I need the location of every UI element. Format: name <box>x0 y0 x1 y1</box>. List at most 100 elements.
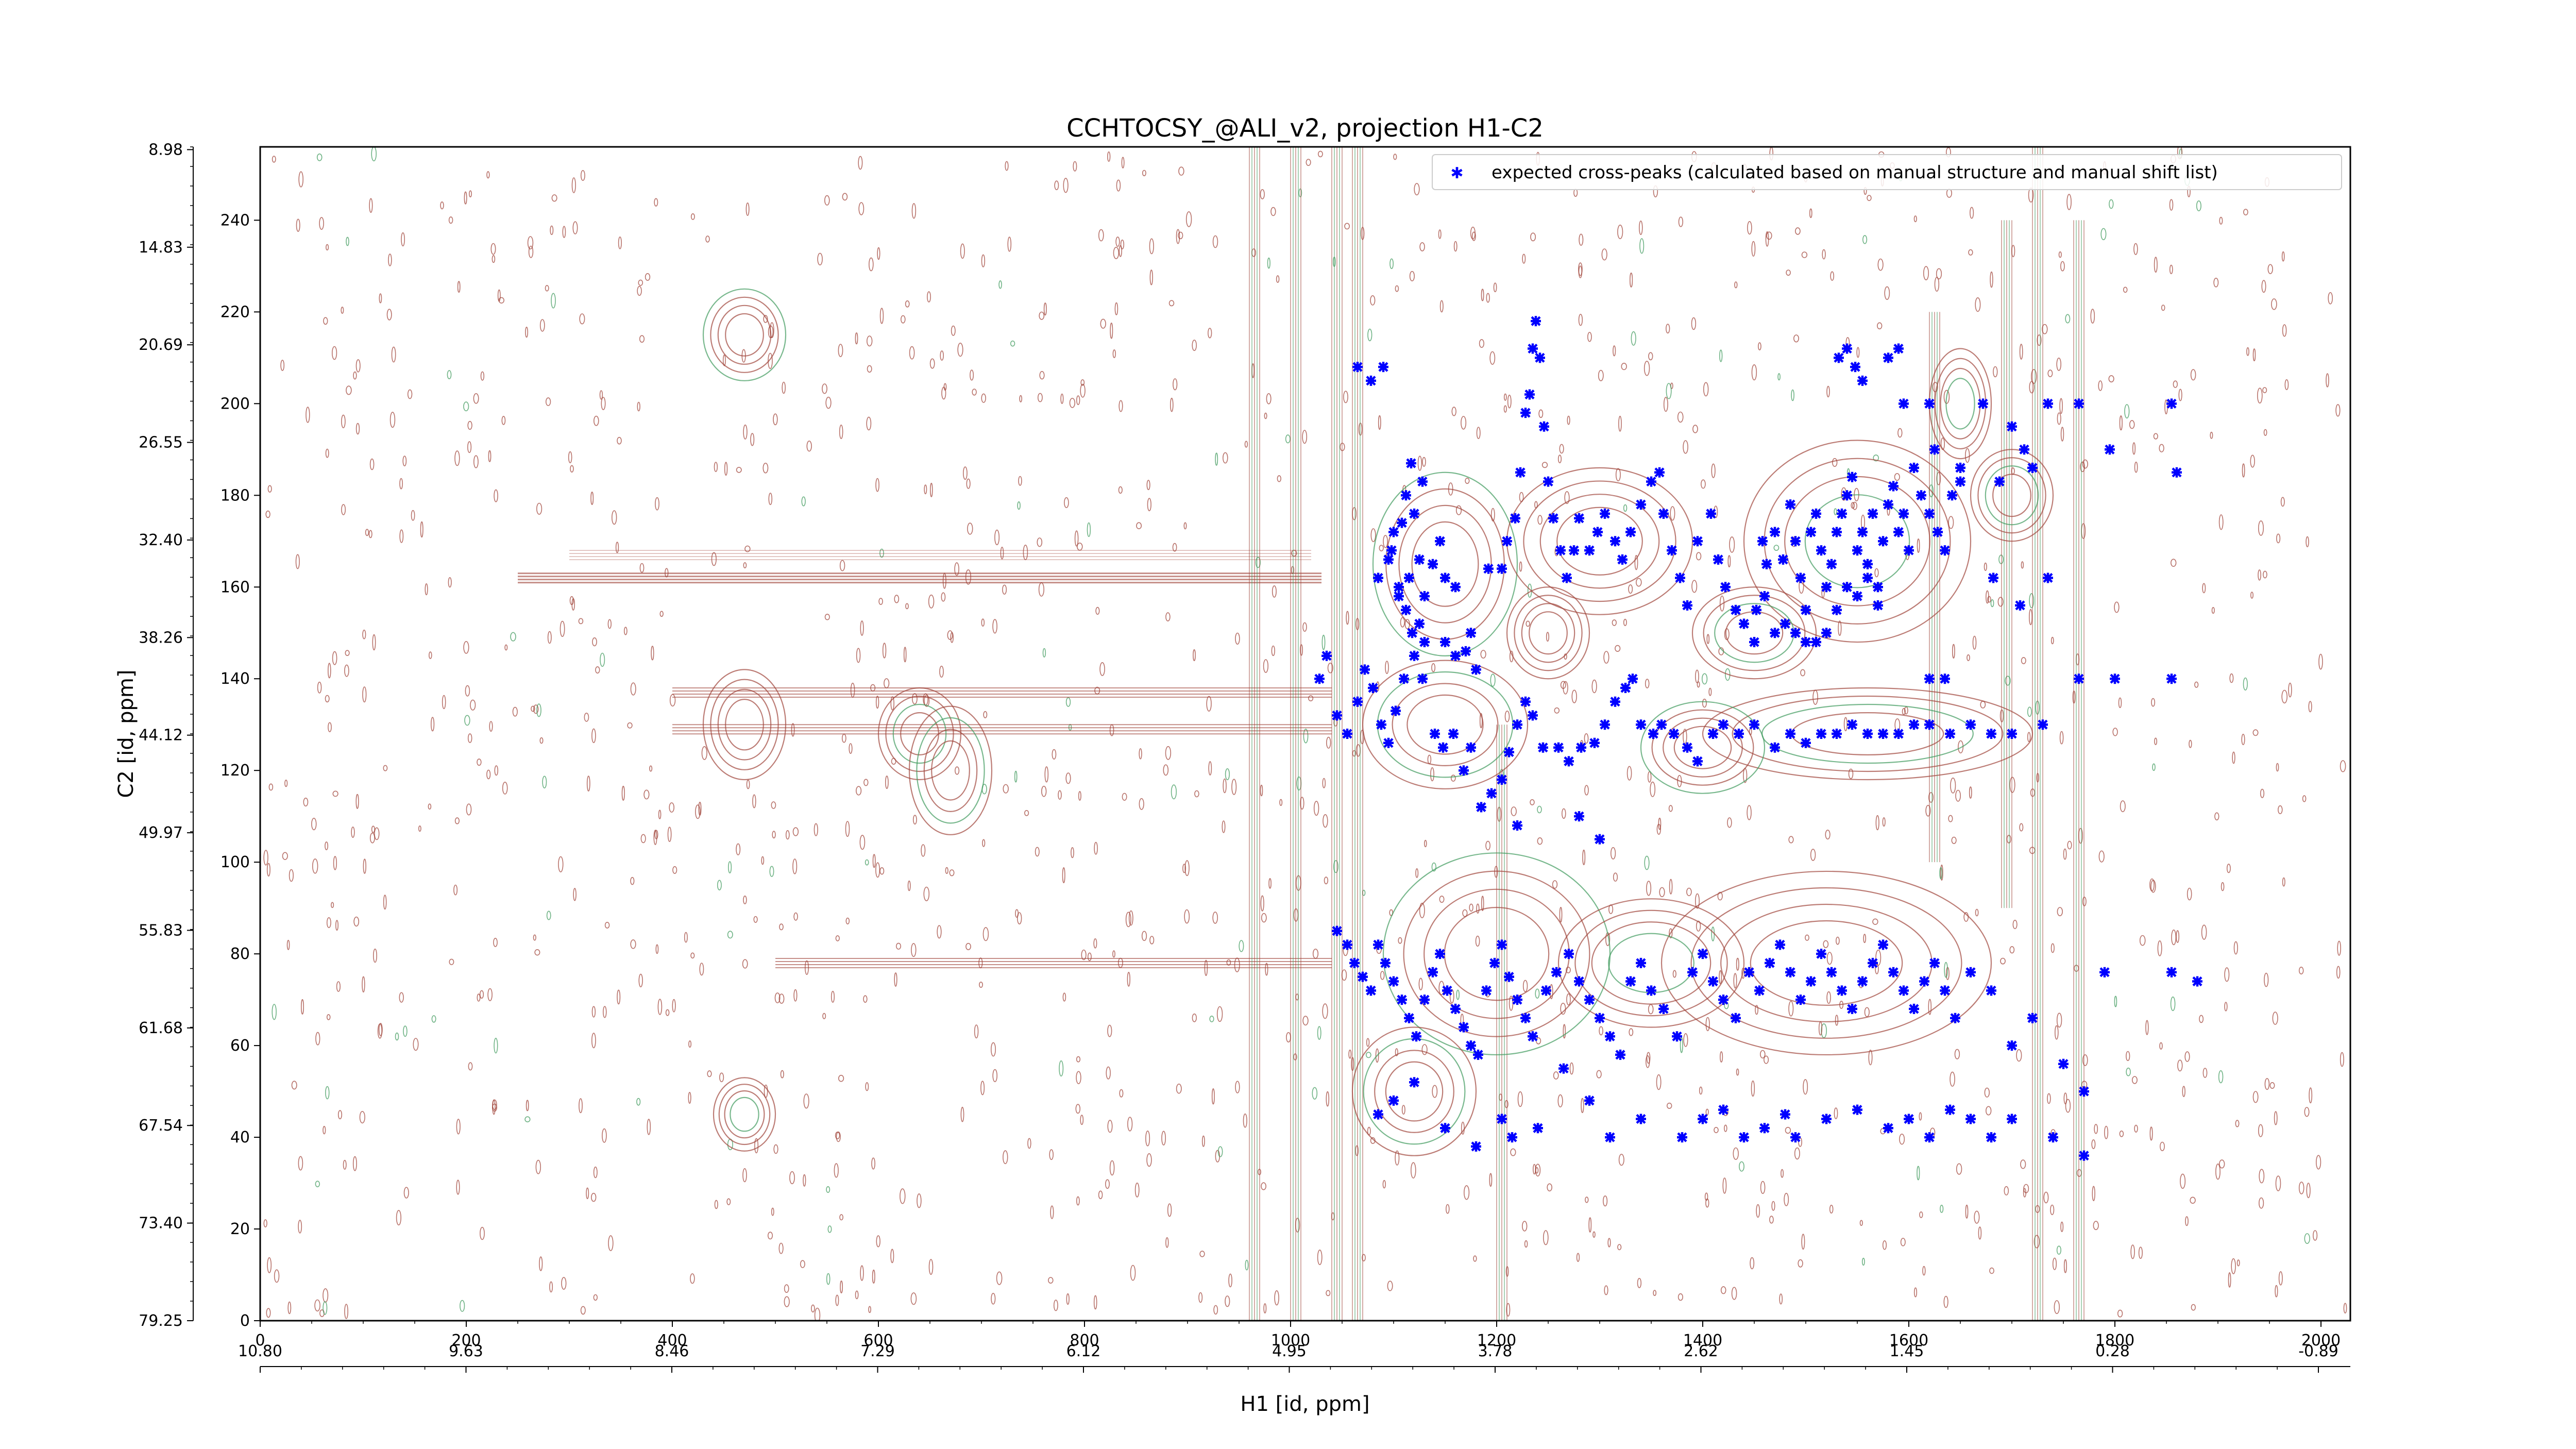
noise-contour <box>2170 996 2176 1012</box>
peak-contour <box>1702 687 2033 781</box>
noise-contour <box>2035 700 2040 715</box>
noise-contour <box>2076 653 2080 666</box>
noise-contour <box>2190 1197 2196 1204</box>
noise-contour <box>1215 452 1218 466</box>
cross-peak-marker <box>1388 527 1399 537</box>
cross-peak-marker <box>1512 719 1522 730</box>
peak-contour <box>1406 694 1484 755</box>
noise-contour <box>2221 882 2225 891</box>
noise-contour <box>2185 1216 2189 1226</box>
noise-contour <box>323 317 328 325</box>
noise-contour <box>2304 1107 2310 1117</box>
noise-contour <box>2277 805 2283 814</box>
noise-contour <box>1430 767 1434 782</box>
noise-contour <box>326 1014 331 1020</box>
cross-peak-marker <box>1617 554 1628 565</box>
noise-contour <box>1708 687 1712 696</box>
noise-contour <box>504 644 508 651</box>
noise-contour <box>1978 1226 1982 1240</box>
noise-contour <box>1185 211 1192 227</box>
noise-contour <box>939 665 944 678</box>
noise-contour <box>1365 1052 1371 1058</box>
noise-contour <box>1208 761 1212 776</box>
cross-peak-marker <box>1873 582 1883 593</box>
cross-peak-marker <box>1950 1013 1960 1023</box>
noise-contour <box>2050 636 2054 645</box>
noise-contour <box>1592 1231 1596 1238</box>
noise-contour <box>1362 889 1366 896</box>
noise-contour <box>1039 311 1045 320</box>
noise-contour <box>1562 808 1566 819</box>
noise-contour <box>335 920 338 931</box>
noise-contour <box>2150 880 2156 893</box>
noise-contour <box>1873 454 1879 462</box>
noise-contour <box>526 1100 529 1111</box>
noise-contour <box>867 365 872 373</box>
cross-peak-marker <box>1806 976 1816 987</box>
noise-contour <box>1080 379 1085 386</box>
noise-contour <box>1244 441 1248 448</box>
cross-peak-marker <box>1394 582 1404 593</box>
noise-contour <box>785 830 790 840</box>
noise-contour <box>792 827 799 836</box>
noise-contour <box>912 693 918 705</box>
peak-contour <box>1660 870 1992 1056</box>
noise-contour <box>1993 366 1998 378</box>
noise-contour <box>477 759 482 766</box>
cross-peak-marker <box>1821 582 1832 593</box>
peak-contour <box>1556 507 1643 576</box>
noise-contour <box>2224 1002 2228 1012</box>
x-ppm-tick-label: 0.28 <box>2095 1342 2130 1360</box>
noise-contour <box>1626 766 1632 781</box>
noise-contour <box>866 335 873 347</box>
noise-contour <box>774 992 781 1003</box>
noise-contour <box>621 785 625 801</box>
noise-contour <box>972 389 977 396</box>
cross-peak-marker <box>1481 985 1492 996</box>
noise-contour <box>2108 375 2114 383</box>
cross-peak-marker <box>1600 508 1610 519</box>
peak-contour <box>1977 457 2046 534</box>
noise-contour <box>894 595 900 603</box>
noise-contour <box>2282 324 2287 337</box>
noise-contour <box>839 560 845 571</box>
noise-contour <box>1419 902 1425 918</box>
cross-peak-marker <box>1466 742 1476 753</box>
noise-contour <box>1784 1192 1789 1206</box>
cross-peak-marker <box>1909 719 1919 730</box>
cross-peak-marker <box>1407 628 1417 638</box>
noise-contour <box>323 1126 326 1135</box>
noise-contour <box>2219 216 2223 225</box>
noise-contour <box>630 682 636 696</box>
cross-peak-marker <box>1553 742 1564 753</box>
noise-contour <box>2019 823 2024 832</box>
noise-contour <box>2042 324 2048 334</box>
cross-peak-marker <box>1682 742 1692 753</box>
noise-contour <box>428 803 432 810</box>
noise-contour <box>2057 412 2061 425</box>
noise-contour <box>1165 746 1172 760</box>
y-index-tick-label: 160 <box>221 578 250 596</box>
cross-peak-marker <box>1739 1132 1749 1143</box>
noise-contour <box>1465 478 1470 484</box>
cross-peak-marker <box>1486 788 1497 799</box>
peak-contour <box>725 313 764 357</box>
noise-contour <box>2016 1049 2022 1062</box>
peak-contour <box>717 305 772 365</box>
noise-contour <box>2259 1169 2265 1184</box>
noise-contour <box>2306 1183 2311 1199</box>
noise-contour <box>1035 847 1040 857</box>
noise-contour <box>1266 393 1272 405</box>
noise-contour <box>2187 887 2192 901</box>
noise-contour <box>1272 585 1277 598</box>
cross-peak-marker <box>1368 683 1378 694</box>
cross-peak-marker <box>1862 572 1873 583</box>
noise-contour <box>1571 689 1577 703</box>
noise-contour <box>2232 751 2235 764</box>
noise-contour <box>379 293 382 304</box>
noise-contour <box>494 765 499 776</box>
noise-contour <box>1206 696 1212 712</box>
cross-peak-marker <box>1466 628 1476 638</box>
noise-contour <box>1585 1197 1589 1203</box>
cross-peak-marker <box>1476 802 1486 813</box>
